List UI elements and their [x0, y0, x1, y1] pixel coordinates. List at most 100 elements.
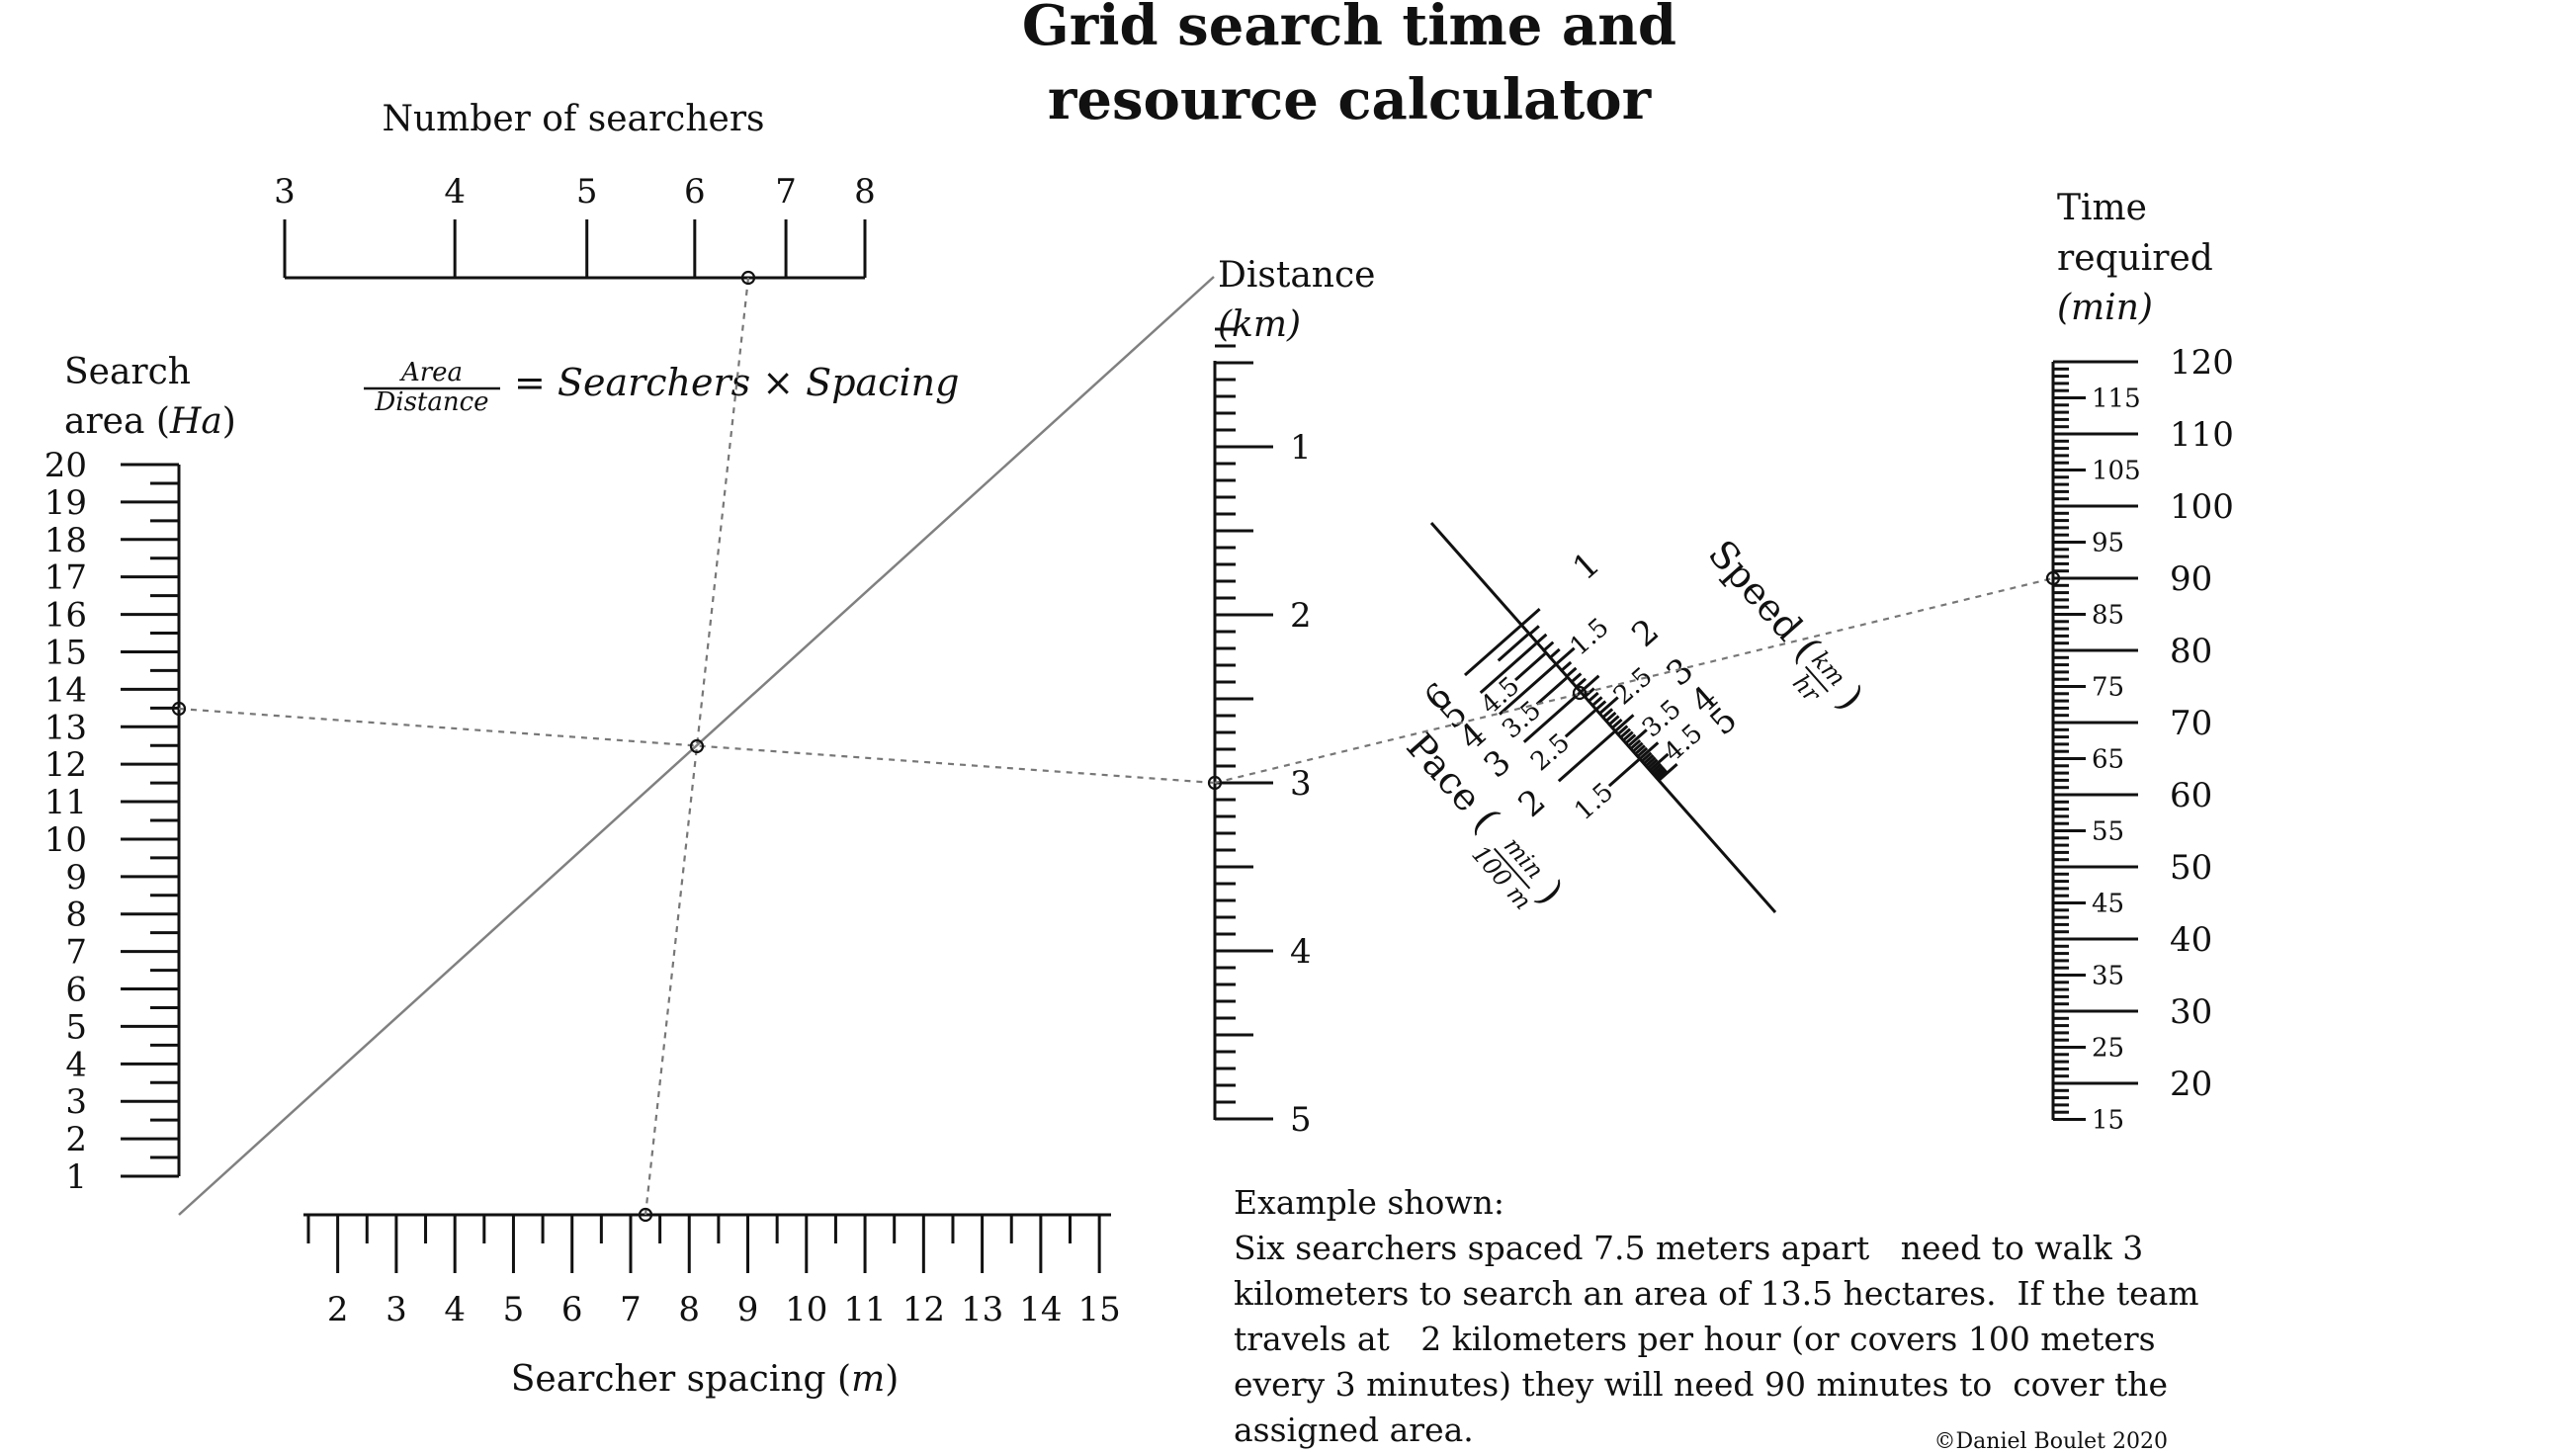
speed-major-tick [1579, 674, 1600, 695]
searchers-tick-label: 4 [444, 172, 466, 212]
example-heading: Example shown: [1234, 1183, 1504, 1222]
spacing-tick-label: 3 [386, 1290, 407, 1329]
speed-minor-tick [1649, 762, 1663, 775]
time-major-label: 110 [2170, 415, 2234, 455]
area-scale: Search area (Ha) 20191817161514131211109… [44, 352, 236, 1197]
speed-minor-tick [1569, 672, 1583, 684]
pace-minor-tick [1514, 652, 1546, 682]
area-tick-label: 11 [44, 783, 87, 822]
example-line-4: every 3 minutes) they will need 90 minut… [1234, 1365, 2168, 1404]
distance-tick-label: 2 [1290, 596, 1312, 636]
area-tick-label: 5 [65, 1007, 87, 1047]
time-major-label: 50 [2170, 848, 2212, 888]
speed-major-tick [1648, 752, 1670, 773]
time-minor-label: 15 [2092, 1106, 2124, 1136]
pace-minor-tick [1564, 709, 1596, 738]
speed-minor-tick [1644, 756, 1657, 768]
spacing-tick-label: 5 [503, 1290, 525, 1329]
area-tick-label: 8 [65, 896, 87, 935]
speed-minor-tick [1642, 753, 1655, 766]
example-isopleth [171, 270, 2061, 1223]
speed-label-bar [1804, 665, 1829, 693]
area-tick-label: 17 [44, 558, 87, 598]
time-major-label: 80 [2170, 632, 2212, 671]
spacing-tick-label: 13 [961, 1290, 1003, 1329]
time-label-line-3: (min) [2057, 288, 2153, 328]
pace-minor-tick [1607, 758, 1640, 788]
time-label-line-1: Time [2057, 188, 2147, 228]
example-text: Example shown: Six searchers spaced 7.5 … [1234, 1183, 2199, 1449]
spacing-tick-label: 14 [1019, 1290, 1062, 1329]
time-minor-label: 95 [2092, 529, 2124, 558]
pace-major-tick [1463, 625, 1522, 677]
speed-minor-tick [1564, 666, 1578, 679]
distance-label-line-1: Distance [1218, 255, 1375, 296]
searchers-tick-label: 6 [684, 172, 706, 212]
marker-distance [1207, 775, 1223, 791]
speed-minor-tick [1527, 625, 1540, 637]
pace-label-bar [1493, 847, 1531, 890]
speed-major-tick [1519, 608, 1541, 628]
area-tick-label: 10 [44, 820, 87, 860]
formula-rhs: = Searchers × Spacing [514, 361, 959, 404]
area-tick-label: 2 [65, 1120, 87, 1159]
isopleth-searchers-spacing [644, 277, 750, 1216]
speed-minor-tick [1628, 738, 1642, 751]
area-tick-label: 7 [65, 933, 87, 973]
marker-time [2045, 570, 2061, 586]
area-tick-label: 14 [44, 670, 87, 710]
spacing-tick-label: 7 [620, 1290, 642, 1329]
spacing-tick-label: 8 [678, 1290, 700, 1329]
title-line-2: resource calculator [1048, 67, 1653, 132]
speed-minor-tick [1615, 725, 1629, 736]
searchers-tick-label: 5 [576, 172, 598, 212]
time-major-label: 100 [2170, 487, 2234, 527]
time-label-line-2: required [2057, 238, 2213, 279]
distance-tick-label: 4 [1290, 932, 1312, 972]
turning-line [178, 276, 1215, 1216]
area-label-close: ) [222, 401, 236, 442]
speed-major-tick [1637, 741, 1660, 761]
marker-area [171, 701, 187, 717]
speed-minor-tick [1651, 764, 1665, 777]
spacing-tick-label: 11 [843, 1290, 886, 1329]
speed-major-tick [1626, 728, 1648, 748]
speed-minor-tick [1548, 647, 1561, 660]
area-tick-label: 20 [44, 446, 87, 485]
area-label-line-1: Search [64, 352, 191, 392]
spacing-label-text: Searcher spacing ( [511, 1359, 851, 1400]
speed-minor-tick [1610, 718, 1623, 730]
area-label-text: area ( [64, 401, 170, 442]
pace-major-tick [1522, 691, 1581, 743]
time-minor-label: 65 [2092, 745, 2124, 775]
area-tick-label: 3 [65, 1082, 87, 1122]
area-tick-label: 9 [65, 858, 87, 897]
time-minor-label: 45 [2092, 890, 2124, 919]
distance-label-line-2: (km) [1218, 304, 1301, 345]
speed-minor-tick [1607, 715, 1620, 726]
isopleth-distance-time [1214, 576, 2054, 785]
time-major-label: 20 [2170, 1065, 2212, 1104]
pace-minor-tick [1535, 676, 1568, 706]
time-major-label: 70 [2170, 704, 2212, 743]
spacing-tick-label: 15 [1078, 1290, 1121, 1329]
area-tick-label: 12 [44, 745, 87, 785]
speed-minor-tick [1600, 708, 1614, 720]
time-major-label: 90 [2170, 559, 2212, 599]
marker-turning-point [689, 738, 705, 754]
example-line-3: travels at 2 kilometers per hour (or cov… [1234, 1320, 2156, 1358]
distance-scale: Distance (km) 1 2 3 4 5 [1213, 255, 1375, 1140]
speed-minor-tick [1646, 758, 1659, 771]
speed-minor-tick [1541, 641, 1555, 653]
speed-major-tick [1657, 763, 1678, 783]
speed-minor-tick [1635, 746, 1649, 759]
title-line-1: Grid search time and [1022, 0, 1676, 58]
speed-minor-tick [1593, 700, 1607, 712]
time-minor-label: 85 [2092, 601, 2124, 631]
marker-searchers [740, 270, 756, 286]
speed-major-tick [1554, 646, 1576, 667]
searchers-tick-label: 7 [775, 172, 797, 212]
area-tick-label: 16 [44, 596, 87, 636]
marker-spacing [638, 1207, 653, 1223]
